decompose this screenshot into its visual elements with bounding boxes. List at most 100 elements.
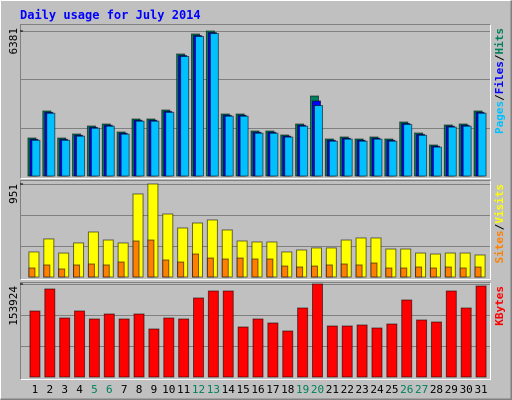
x-tick-label: 13 (207, 383, 220, 396)
x-tick-label: 20 (311, 383, 324, 396)
bar (358, 140, 368, 177)
x-tick-label: 11 (177, 383, 190, 396)
bar (299, 125, 309, 177)
x-tick-label: 24 (370, 383, 384, 396)
bar (76, 135, 86, 177)
x-tick-label: 2 (46, 383, 53, 396)
bar (133, 313, 145, 378)
bar (59, 317, 71, 378)
bar (254, 132, 264, 177)
bar (58, 268, 66, 278)
bar (477, 112, 487, 177)
bar (195, 35, 205, 177)
x-tick-label: 27 (415, 383, 428, 396)
bar (180, 55, 190, 177)
x-tick-label: 30 (460, 383, 473, 396)
bar (252, 318, 264, 378)
bar (462, 125, 472, 177)
bar (401, 299, 413, 378)
bar (266, 258, 274, 278)
bar (356, 324, 368, 378)
x-tick-label: 26 (400, 383, 413, 396)
bar (418, 134, 428, 177)
bar (90, 127, 100, 177)
bar (475, 285, 487, 378)
bar (73, 264, 81, 278)
bar (311, 283, 323, 378)
bar (355, 264, 363, 278)
bar (102, 264, 110, 278)
bar (297, 307, 309, 378)
bar (117, 261, 125, 278)
bar (474, 266, 482, 278)
bar (44, 288, 56, 378)
x-tick-label: 19 (296, 383, 309, 396)
bar (281, 265, 289, 278)
y-max-label: 153924 (7, 286, 20, 326)
bar (120, 133, 130, 177)
legend-entry: Pages (493, 101, 506, 134)
x-tick-label: 10 (162, 383, 175, 396)
legend-entry: Sites (493, 230, 506, 263)
bar (282, 330, 294, 378)
bar (163, 317, 175, 378)
bar (147, 239, 155, 278)
bar (192, 253, 200, 278)
x-tick-label: 5 (91, 383, 98, 396)
bar (269, 132, 279, 177)
chart-title: Daily usage for July 2014 (20, 8, 201, 22)
bar (224, 115, 234, 177)
bar (416, 319, 428, 378)
legend-entry: Hits (493, 28, 506, 55)
bar (118, 318, 130, 378)
bar (193, 297, 205, 378)
bar (222, 290, 234, 378)
bar (340, 263, 348, 278)
bar (343, 138, 353, 177)
bar (388, 140, 398, 177)
bar (296, 266, 304, 278)
bar (386, 323, 398, 378)
bar (46, 112, 56, 177)
bar (207, 290, 219, 378)
panel-bevel (20, 24, 491, 179)
x-tick-label: 31 (474, 383, 487, 396)
bar (105, 125, 115, 177)
legend-separator: / (493, 94, 506, 101)
bar (61, 139, 71, 177)
bar (31, 139, 41, 177)
bar (325, 264, 333, 278)
x-tick-label: 17 (266, 383, 279, 396)
bar (135, 120, 145, 177)
bar (284, 136, 294, 177)
x-tick-label: 14 (222, 383, 236, 396)
x-tick-label: 28 (430, 383, 443, 396)
bar (236, 257, 244, 278)
bar (28, 267, 36, 278)
legend-separator: / (493, 54, 506, 61)
legend: Sites/Visits (493, 184, 506, 264)
bar (237, 326, 249, 378)
bar (403, 123, 413, 177)
bar (251, 258, 259, 278)
bar (88, 318, 100, 378)
x-tick-label: 12 (192, 383, 205, 396)
bar (148, 328, 160, 378)
bar (429, 267, 437, 278)
panel-bevel (20, 180, 491, 280)
x-tick-label: 22 (341, 383, 354, 396)
x-tick-label: 7 (121, 383, 128, 396)
bar (162, 259, 170, 278)
bar (326, 325, 338, 378)
bar (178, 318, 190, 378)
bar (267, 322, 279, 378)
bar (209, 33, 219, 177)
bar (445, 290, 457, 378)
legend-entry: Files (493, 61, 506, 94)
x-tick-label: 18 (281, 383, 294, 396)
legend: Pages/Files/Hits (493, 28, 506, 134)
bar (385, 267, 393, 278)
bar (328, 140, 338, 177)
bar (373, 138, 383, 177)
